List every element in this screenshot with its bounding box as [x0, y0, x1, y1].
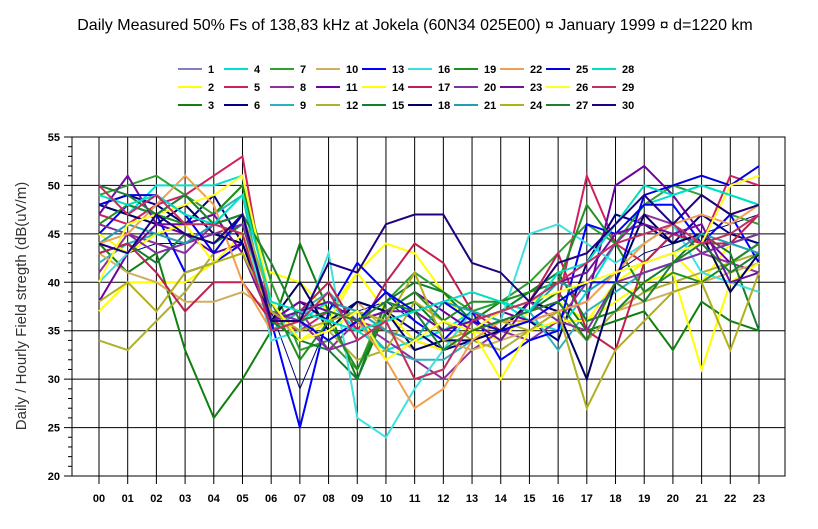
legend-label: 15 [392, 100, 404, 112]
x-tick-label: 19 [638, 493, 650, 505]
y-tick-label: 40 [48, 277, 60, 289]
legend: 1234567891011121314151617181920212223242… [178, 64, 634, 112]
legend-label: 28 [622, 64, 634, 76]
legend-label: 13 [392, 64, 404, 76]
series-line-4 [98, 174, 760, 352]
legend-label: 9 [300, 100, 306, 112]
legend-label: 2 [208, 82, 214, 94]
legend-label: 29 [622, 82, 634, 94]
series-line-7 [98, 174, 760, 372]
series-line-27 [98, 184, 760, 352]
series-line-18 [98, 203, 760, 383]
x-tick-label: 04 [208, 493, 221, 505]
x-tick-label: 00 [93, 493, 105, 505]
x-tick-label: 23 [753, 493, 765, 505]
axes: 00 01 02 03 04 05 06 07 08 09 10 11 12 13 14 15 16 17 18 19… [48, 132, 765, 505]
series-line-17 [98, 213, 760, 352]
x-tick-label: 10 [380, 493, 392, 505]
x-tick-label: 01 [122, 493, 134, 505]
legend-label: 4 [254, 64, 261, 76]
x-tick-label: 08 [322, 493, 334, 505]
x-tick-label: 20 [667, 493, 679, 505]
series-line-3 [98, 240, 760, 420]
x-tick-label: 22 [724, 493, 736, 505]
x-tick-label: 09 [351, 493, 363, 505]
legend-label: 23 [530, 82, 542, 94]
legend-label: 7 [300, 64, 306, 76]
legend-label: 11 [346, 82, 358, 94]
legend-label: 18 [438, 100, 450, 112]
x-tick-label: 06 [265, 493, 277, 505]
x-tick-label: 05 [236, 493, 248, 505]
legend-label: 21 [484, 100, 496, 112]
y-tick-label: 45 [48, 229, 60, 241]
legend-label: 12 [346, 100, 358, 112]
chart-title: Daily Measured 50% Fs of 138,83 kHz at J… [77, 17, 753, 34]
y-tick-label: 50 [48, 180, 60, 192]
y-tick-label: 35 [48, 326, 60, 338]
x-tick-label: 21 [695, 493, 707, 505]
series-line-23 [98, 173, 760, 342]
x-tick-label: 03 [179, 493, 191, 505]
legend-label: 24 [530, 100, 543, 112]
legend-label: 14 [392, 82, 405, 94]
y-tick-label: 55 [48, 132, 60, 144]
x-tick-label: 18 [609, 493, 621, 505]
x-tick-label: 11 [409, 493, 421, 505]
series-line-12 [98, 212, 760, 361]
x-tick-label: 15 [523, 493, 535, 505]
legend-label: 19 [484, 64, 496, 76]
y-tick-label: 25 [48, 423, 60, 435]
series-line-22 [98, 174, 760, 410]
series-line-30 [98, 193, 760, 322]
series-line-11 [98, 164, 760, 332]
y-tick-label: 20 [48, 471, 60, 483]
series-line-29 [98, 184, 760, 381]
x-tick-label: 17 [581, 493, 593, 505]
legend-label: 20 [484, 82, 496, 94]
legend-label: 26 [576, 82, 588, 94]
legend-label: 22 [530, 64, 542, 76]
legend-label: 27 [576, 100, 588, 112]
y-axis-label: Daily / Hourly Field stregth (dB(uV/m) [13, 182, 30, 430]
x-tick-label: 07 [294, 493, 306, 505]
legend-label: 5 [254, 82, 260, 94]
y-tick-label: 30 [48, 374, 60, 386]
legend-label: 10 [346, 64, 358, 76]
x-tick-label: 14 [495, 493, 508, 505]
legend-label: 16 [438, 64, 450, 76]
x-tick-label: 16 [552, 493, 564, 505]
legend-label: 25 [576, 64, 588, 76]
legend-label: 1 [208, 64, 214, 76]
legend-label: 17 [438, 82, 450, 94]
legend-label: 6 [254, 100, 260, 112]
legend-label: 3 [208, 100, 214, 112]
legend-label: 8 [300, 82, 306, 94]
legend-label: 30 [622, 100, 634, 112]
x-tick-label: 13 [466, 493, 478, 505]
x-tick-label: 02 [150, 493, 162, 505]
x-tick-label: 12 [437, 493, 449, 505]
series-lines [98, 154, 760, 439]
series-line-28 [98, 184, 760, 332]
